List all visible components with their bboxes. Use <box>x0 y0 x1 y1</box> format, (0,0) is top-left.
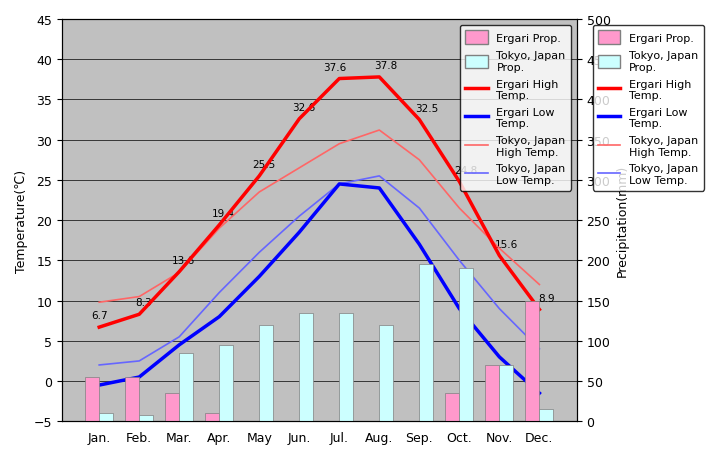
Text: 37.6: 37.6 <box>323 62 347 73</box>
Text: 25.5: 25.5 <box>252 160 275 169</box>
Legend: Ergari Prop., Tokyo, Japan
Prop., Ergari High
Temp., Ergari Low
Temp., Tokyo, Ja: Ergari Prop., Tokyo, Japan Prop., Ergari… <box>593 26 704 191</box>
Text: 13.6: 13.6 <box>172 255 195 265</box>
Text: 19.4: 19.4 <box>212 208 235 218</box>
Bar <box>339 313 354 421</box>
Bar <box>125 377 139 421</box>
Bar <box>165 393 179 421</box>
Bar <box>220 345 233 421</box>
Bar <box>500 365 513 421</box>
Bar <box>485 365 500 421</box>
Bar <box>459 269 473 421</box>
Y-axis label: Precipitation(mm): Precipitation(mm) <box>616 165 629 277</box>
Text: 24.8: 24.8 <box>454 165 478 175</box>
Bar <box>99 414 113 421</box>
Bar <box>419 265 433 421</box>
Legend: Ergari Prop., Tokyo, Japan
Prop., Ergari High
Temp., Ergari Low
Temp., Tokyo, Ja: Ergari Prop., Tokyo, Japan Prop., Ergari… <box>460 26 571 191</box>
Bar <box>85 377 99 421</box>
Text: 8.9: 8.9 <box>538 293 554 303</box>
Text: 32.5: 32.5 <box>415 103 438 113</box>
Bar <box>300 313 313 421</box>
Bar <box>526 301 539 421</box>
Bar <box>139 415 153 421</box>
Text: 37.8: 37.8 <box>374 61 398 71</box>
Bar <box>179 353 193 421</box>
Bar <box>205 414 220 421</box>
Bar <box>259 325 274 421</box>
Bar <box>379 325 393 421</box>
Text: 15.6: 15.6 <box>495 239 518 249</box>
Bar <box>539 409 554 421</box>
Bar <box>446 393 459 421</box>
Text: 8.3: 8.3 <box>135 298 152 308</box>
Text: 32.6: 32.6 <box>292 103 315 112</box>
Text: 6.7: 6.7 <box>91 311 107 320</box>
Y-axis label: Temperature(℃): Temperature(℃) <box>15 169 28 272</box>
